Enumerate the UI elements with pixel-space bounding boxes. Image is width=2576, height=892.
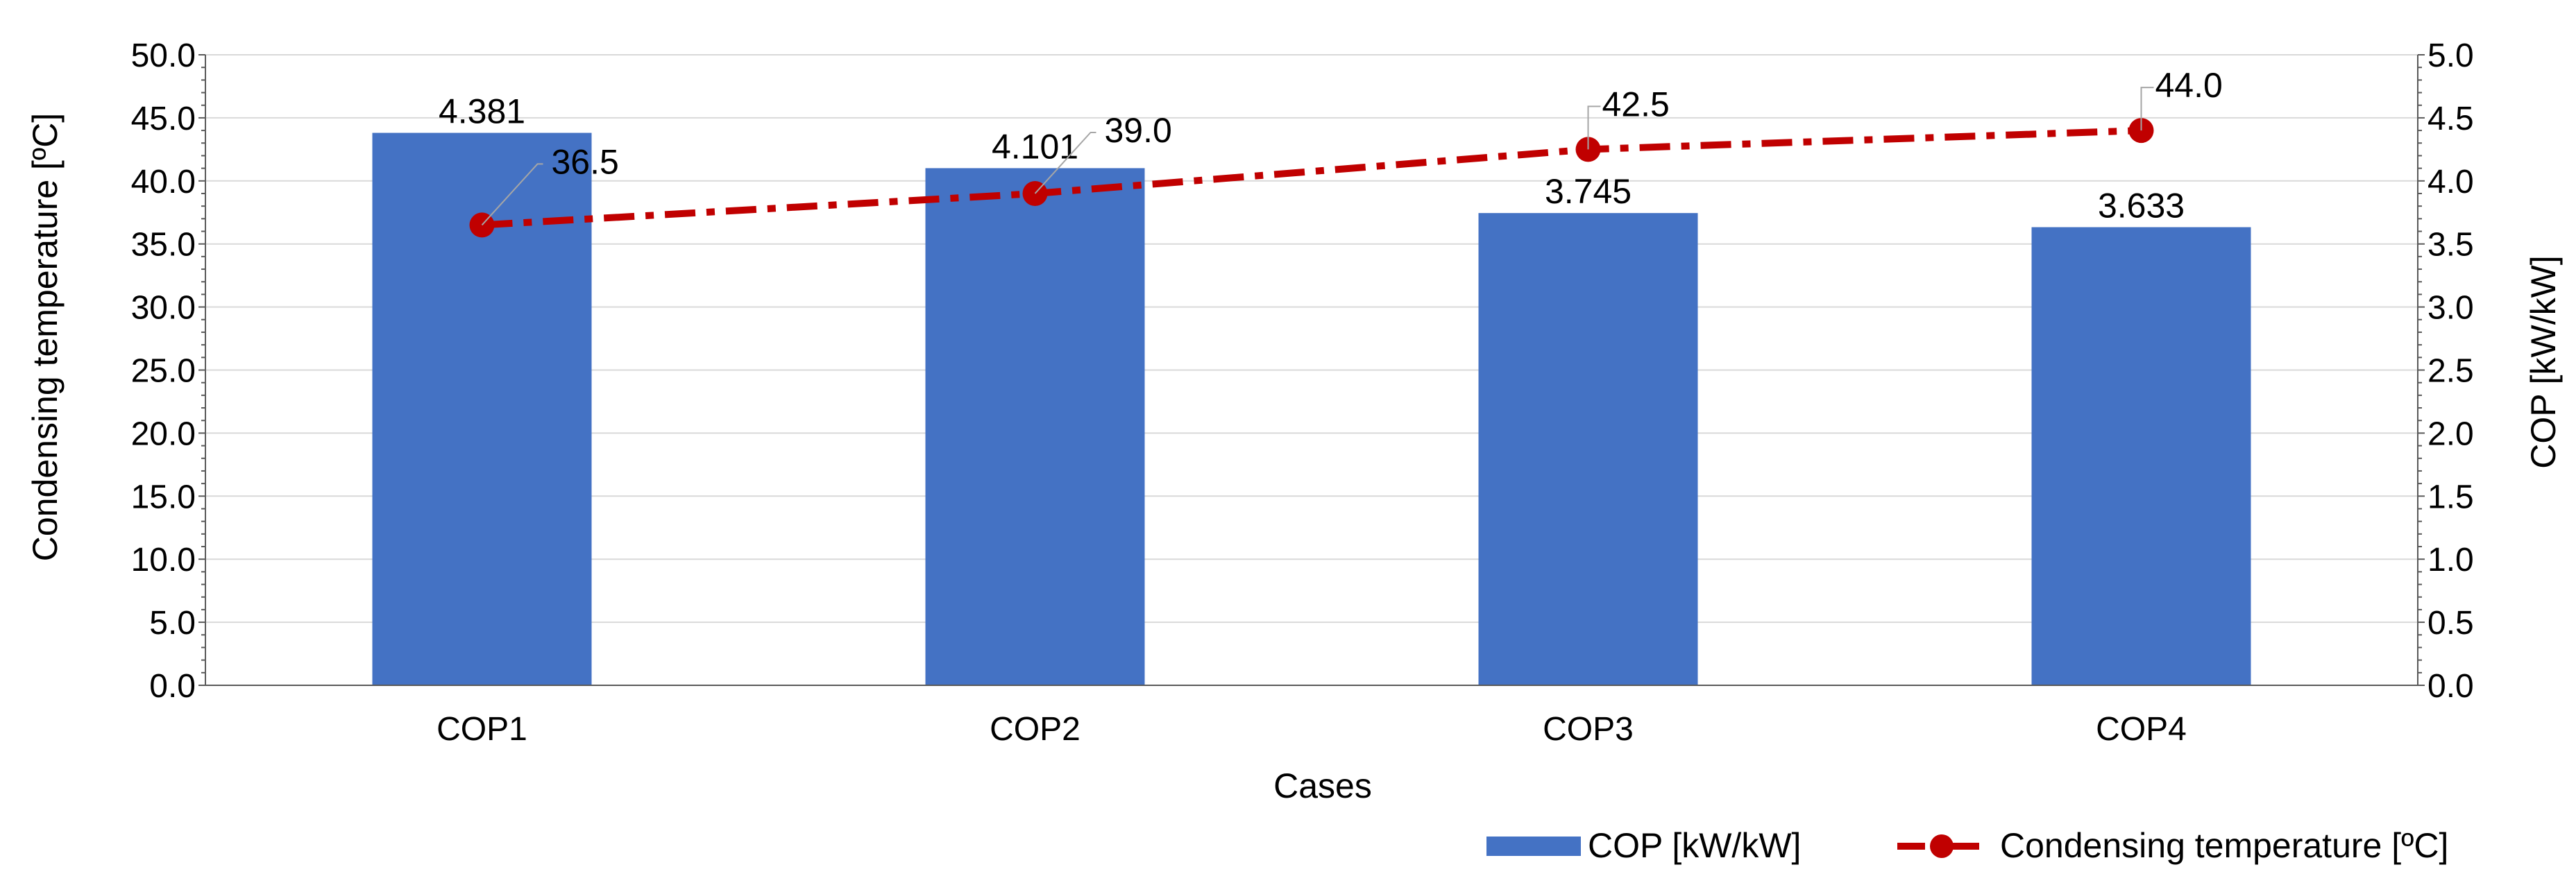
- y-left-tick-label: 0.0: [149, 668, 196, 705]
- cop-bars: [372, 132, 2251, 686]
- y-axis-left-title: Condensing temperature [ºC]: [26, 113, 65, 561]
- y-right-tick-label: 2.0: [2427, 415, 2474, 452]
- y-right-tick-label: 3.0: [2427, 290, 2474, 327]
- y-left-tick-label: 5.0: [149, 605, 196, 642]
- y-left-tick-label: 35.0: [131, 227, 196, 264]
- condensing-temperature-polyline: [482, 127, 2142, 229]
- legend-label-condensing: Condensing temperature [ºC]: [2000, 826, 2448, 865]
- bar-data-label: 4.381: [439, 92, 525, 131]
- y-left-tick-label: 10.0: [131, 542, 196, 578]
- bar: [2031, 227, 2251, 685]
- line-data-label: 44.0: [2155, 66, 2223, 105]
- leader-line: [1034, 131, 1096, 194]
- leader-line: [481, 163, 543, 226]
- y-right-tick-label: 4.5: [2427, 101, 2474, 137]
- line-data-label: 42.5: [1602, 85, 1670, 123]
- y-left-tick-label: 50.0: [131, 37, 196, 74]
- y-right-tick-label: 0.0: [2427, 668, 2474, 705]
- bar: [1478, 213, 1698, 685]
- axes: 0.0 5.0 10.0 15.0 20.0 25.0 30.0 35.0 40.0 45.0 50…: [131, 37, 2474, 748]
- condensing-temperature-line: [469, 118, 2154, 238]
- line-data-label: 39.0: [1105, 111, 1172, 150]
- y-right-tick-label: 3.5: [2427, 227, 2474, 264]
- y-right-tick-label: 0.5: [2427, 605, 2474, 642]
- legend: COP [kW/kW] Condensing temperature [ºC]: [1486, 826, 2448, 865]
- line-data-label: 36.5: [552, 142, 619, 181]
- leader-line: [2140, 87, 2154, 131]
- y-right-tick-label: 1.5: [2427, 479, 2474, 515]
- leader-line: [1587, 105, 1601, 150]
- legend-label-cop: COP [kW/kW]: [1588, 826, 1801, 865]
- bar-data-label: 3.745: [1545, 172, 1632, 211]
- y-right-tick-label: 5.0: [2427, 37, 2474, 74]
- y-right-tick-label: 2.5: [2427, 353, 2474, 390]
- legend-swatch-condensing-marker: [1930, 834, 1954, 858]
- x-tick-label: COP4: [2096, 711, 2187, 748]
- y-left-tick-label: 45.0: [131, 101, 196, 137]
- legend-swatch-cop: [1486, 837, 1581, 856]
- bar-data-label: 3.633: [2098, 187, 2185, 225]
- x-tick-label: COP2: [990, 711, 1081, 748]
- y-left-tick-label: 40.0: [131, 164, 196, 200]
- x-tick-label: COP3: [1543, 711, 1634, 748]
- y-left-tick-label: 25.0: [131, 353, 196, 390]
- data-labels: 4.381 4.101 3.745 3.633 36.5 39.0 42.5 44.0: [439, 66, 2223, 226]
- x-axis-title: Cases: [1273, 766, 1372, 805]
- y-axis-right-title: COP [kW/kW]: [2524, 255, 2563, 468]
- y-left-tick-label: 15.0: [131, 479, 196, 515]
- bar-data-label: 4.101: [992, 127, 1078, 166]
- y-right-tick-label: 4.0: [2427, 164, 2474, 200]
- y-left-tick-label: 20.0: [131, 415, 196, 452]
- x-tick-label: COP1: [437, 711, 527, 748]
- y-right-tick-label: 1.0: [2427, 542, 2474, 578]
- bar: [925, 168, 1145, 685]
- y-left-tick-label: 30.0: [131, 290, 196, 327]
